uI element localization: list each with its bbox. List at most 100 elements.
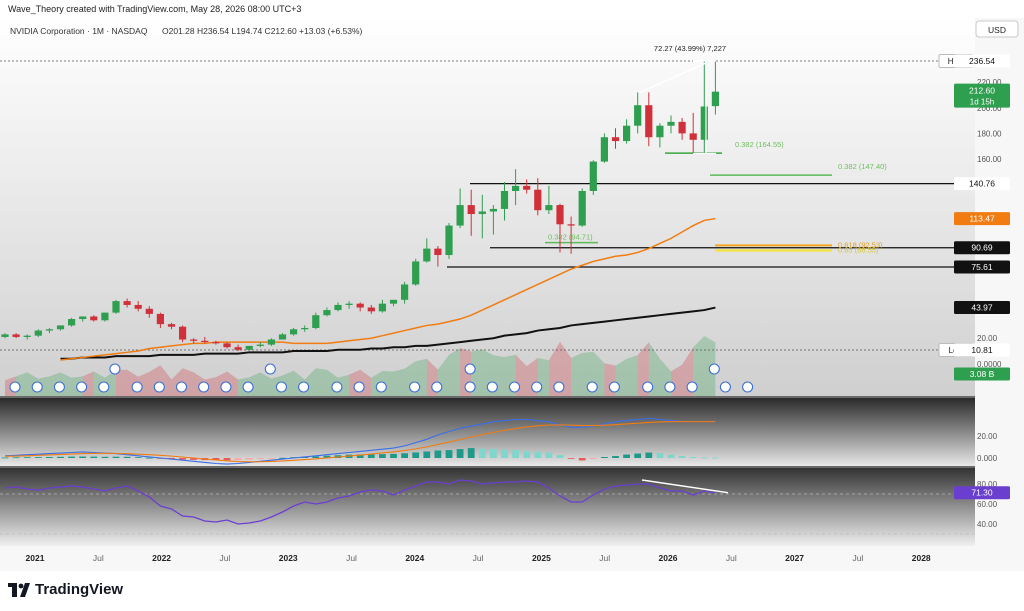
price-pane-background (0, 18, 975, 396)
event-circle (109, 363, 121, 375)
candle-body (323, 310, 331, 316)
dividend-event-icon[interactable] (464, 363, 476, 375)
earnings-event-icon[interactable] (464, 381, 476, 393)
candle (711, 61, 719, 115)
time-tick: 2023 (279, 553, 298, 563)
chart-canvas[interactable]: 0.382 (164.55) 0.382 (147.40) 0.382 (94.71… (0, 18, 1024, 571)
candle-body (290, 329, 298, 335)
price-axis[interactable]: 0.000020.00160.00180.00200.00220.00High2… (938, 54, 1010, 530)
candle (323, 307, 331, 317)
earnings-event-icon[interactable] (586, 381, 598, 393)
macd-histogram-bar (678, 456, 686, 458)
level-label-140-76: 140.76 (969, 179, 995, 189)
earnings-event-icon[interactable] (242, 381, 254, 393)
ma200-price-label-bg (954, 301, 1010, 315)
candle-body (600, 137, 608, 162)
earnings-event-icon[interactable] (375, 381, 387, 393)
macd-pane[interactable] (0, 398, 975, 466)
earnings-event-icon[interactable] (608, 381, 620, 393)
earnings-event-icon[interactable] (664, 381, 676, 393)
time-tick: Jul (599, 553, 610, 563)
macd-histogram-bar (1, 457, 9, 459)
candle-body (623, 125, 631, 142)
macd-series (1, 417, 719, 465)
ema-line (60, 217, 716, 361)
candle (56, 325, 65, 331)
candle (512, 169, 520, 206)
rsi-pane[interactable] (0, 468, 975, 546)
price-tick: 0.0000 (977, 360, 1002, 369)
earnings-event-icon[interactable] (353, 381, 365, 393)
event-circle (198, 381, 210, 393)
earnings-event-icon[interactable] (198, 381, 210, 393)
candle (79, 316, 87, 322)
candle-body (134, 304, 142, 309)
earnings-event-icon[interactable] (175, 381, 188, 393)
macd-histogram-bar (101, 456, 109, 458)
earnings-event-icon[interactable] (131, 381, 143, 393)
candle (301, 325, 309, 332)
earnings-event-icon[interactable] (153, 381, 165, 393)
event-circle (275, 381, 287, 393)
earnings-event-icon[interactable] (486, 381, 498, 393)
candle (667, 115, 675, 134)
pane-separator[interactable] (0, 466, 975, 468)
candle-body (190, 339, 198, 341)
volume-segment (648, 342, 660, 396)
dividend-event-icon[interactable] (708, 363, 720, 375)
tradingview-logo[interactable]: TradingView (8, 581, 123, 598)
currency-button[interactable] (975, 20, 1019, 38)
earnings-event-icon[interactable] (508, 381, 521, 393)
earnings-event-icon[interactable] (742, 381, 754, 393)
earnings-event-icon[interactable] (98, 381, 110, 393)
candle (68, 317, 76, 327)
price-pane[interactable]: 0.382 (164.55) 0.382 (147.40) 0.382 (94.71… (0, 18, 975, 396)
earnings-event-icon[interactable] (686, 381, 698, 393)
earnings-event-icon[interactable] (275, 381, 287, 393)
earnings-event-icon[interactable] (553, 381, 565, 393)
candle (90, 315, 98, 322)
high-price-label: 236.54 (969, 56, 995, 66)
earnings-event-icon[interactable] (76, 381, 88, 393)
macd-histogram-bar (534, 451, 542, 458)
time-tick: Jul (852, 553, 863, 563)
time-axis[interactable]: 2021 Jul 2022 Jul 2023 Jul 2024 Jul 2025 Jul 2026 J… (26, 553, 931, 563)
candle (401, 281, 409, 304)
candle (389, 299, 398, 307)
earnings-event-icon[interactable] (409, 381, 421, 393)
macd-histogram-bar (223, 458, 231, 461)
ema-price-label: 113.47 (969, 214, 995, 224)
earnings-events[interactable] (9, 363, 754, 393)
earnings-event-icon[interactable] (53, 381, 65, 393)
dividend-event-icon[interactable] (264, 363, 276, 375)
event-circle (409, 381, 421, 393)
earnings-event-icon[interactable] (719, 381, 731, 393)
earnings-event-icon[interactable] (331, 381, 343, 393)
earnings-event-icon[interactable] (9, 381, 21, 393)
macd-histogram-bar (634, 453, 642, 458)
earnings-event-icon[interactable] (31, 381, 43, 393)
macd-histogram-bar (90, 456, 98, 458)
pane-separator[interactable] (0, 396, 975, 398)
candle-body (56, 325, 65, 330)
macd-histogram-bar (689, 457, 697, 458)
dividend-event-icon[interactable] (109, 363, 121, 375)
candle-body (589, 161, 597, 192)
candle-body (534, 189, 542, 211)
macd-histogram-bar (112, 456, 120, 458)
earnings-event-icon[interactable] (220, 381, 232, 393)
macd-histogram-bar (190, 458, 198, 460)
volume-segment (571, 353, 583, 396)
earnings-event-icon[interactable] (298, 381, 310, 393)
time-tick: 2021 (26, 553, 45, 563)
earnings-event-icon[interactable] (642, 381, 654, 393)
candle-body (179, 326, 187, 340)
event-circle (242, 381, 254, 393)
macd-histogram-bar (490, 449, 497, 458)
time-tick: 2028 (912, 553, 931, 563)
event-circle (531, 381, 543, 393)
earnings-event-icon[interactable] (431, 381, 443, 393)
candle (245, 345, 253, 350)
candle-body (156, 313, 164, 325)
earnings-event-icon[interactable] (531, 381, 543, 393)
